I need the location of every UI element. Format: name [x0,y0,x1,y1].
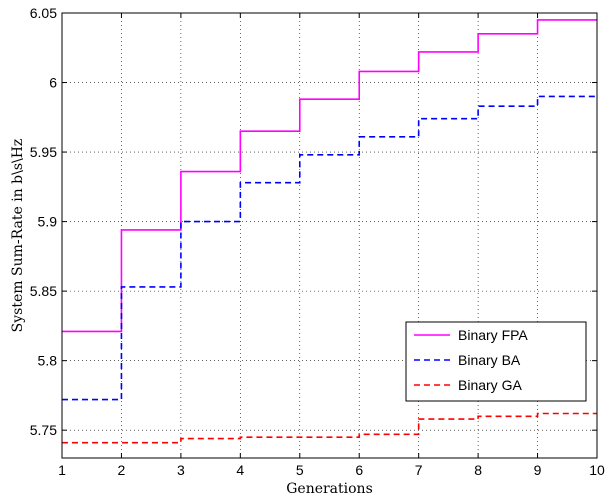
x-tick-label: 1 [58,462,66,478]
series-line-binary-ga [62,412,597,444]
legend: Binary FPA Binary BA Binary GA [405,321,587,402]
legend-label: Binary FPA [458,327,528,343]
series-lines [62,19,597,444]
y-tick-label: 5.75 [30,422,57,438]
series-line-binary-ba [62,95,597,401]
legend-label: Binary GA [458,377,522,393]
x-tick-label: 2 [118,462,126,478]
x-tick-label: 4 [236,462,244,478]
y-tick-label: 5.8 [38,353,58,369]
y-tick-label: 5.9 [38,214,58,230]
x-tick-label: 5 [296,462,304,478]
x-tick-label: 7 [415,462,423,478]
y-tick-label: 5.85 [30,283,57,299]
x-tick-label: 9 [534,462,542,478]
axis-ticks: 1 2 3 4 5 6 7 8 9 10 5.75 5.8 5.85 5.9 5.95 6 6.05 [30,5,605,478]
y-tick-label: 5.95 [30,144,57,160]
x-tick-label: 10 [589,462,605,478]
plot-area-frame [61,12,598,459]
x-tick-label: 6 [355,462,363,478]
y-tick-label: 6 [49,75,57,91]
x-tick-label: 8 [474,462,482,478]
y-tick-label: 6.05 [30,5,57,21]
y-axis-label: System Sum-Rate in b\s\Hz [10,139,26,333]
x-tick-label: 3 [177,462,185,478]
x-axis-label: Generations [286,481,373,497]
legend-label: Binary BA [458,352,521,368]
series-line-binary-fpa [62,19,597,333]
